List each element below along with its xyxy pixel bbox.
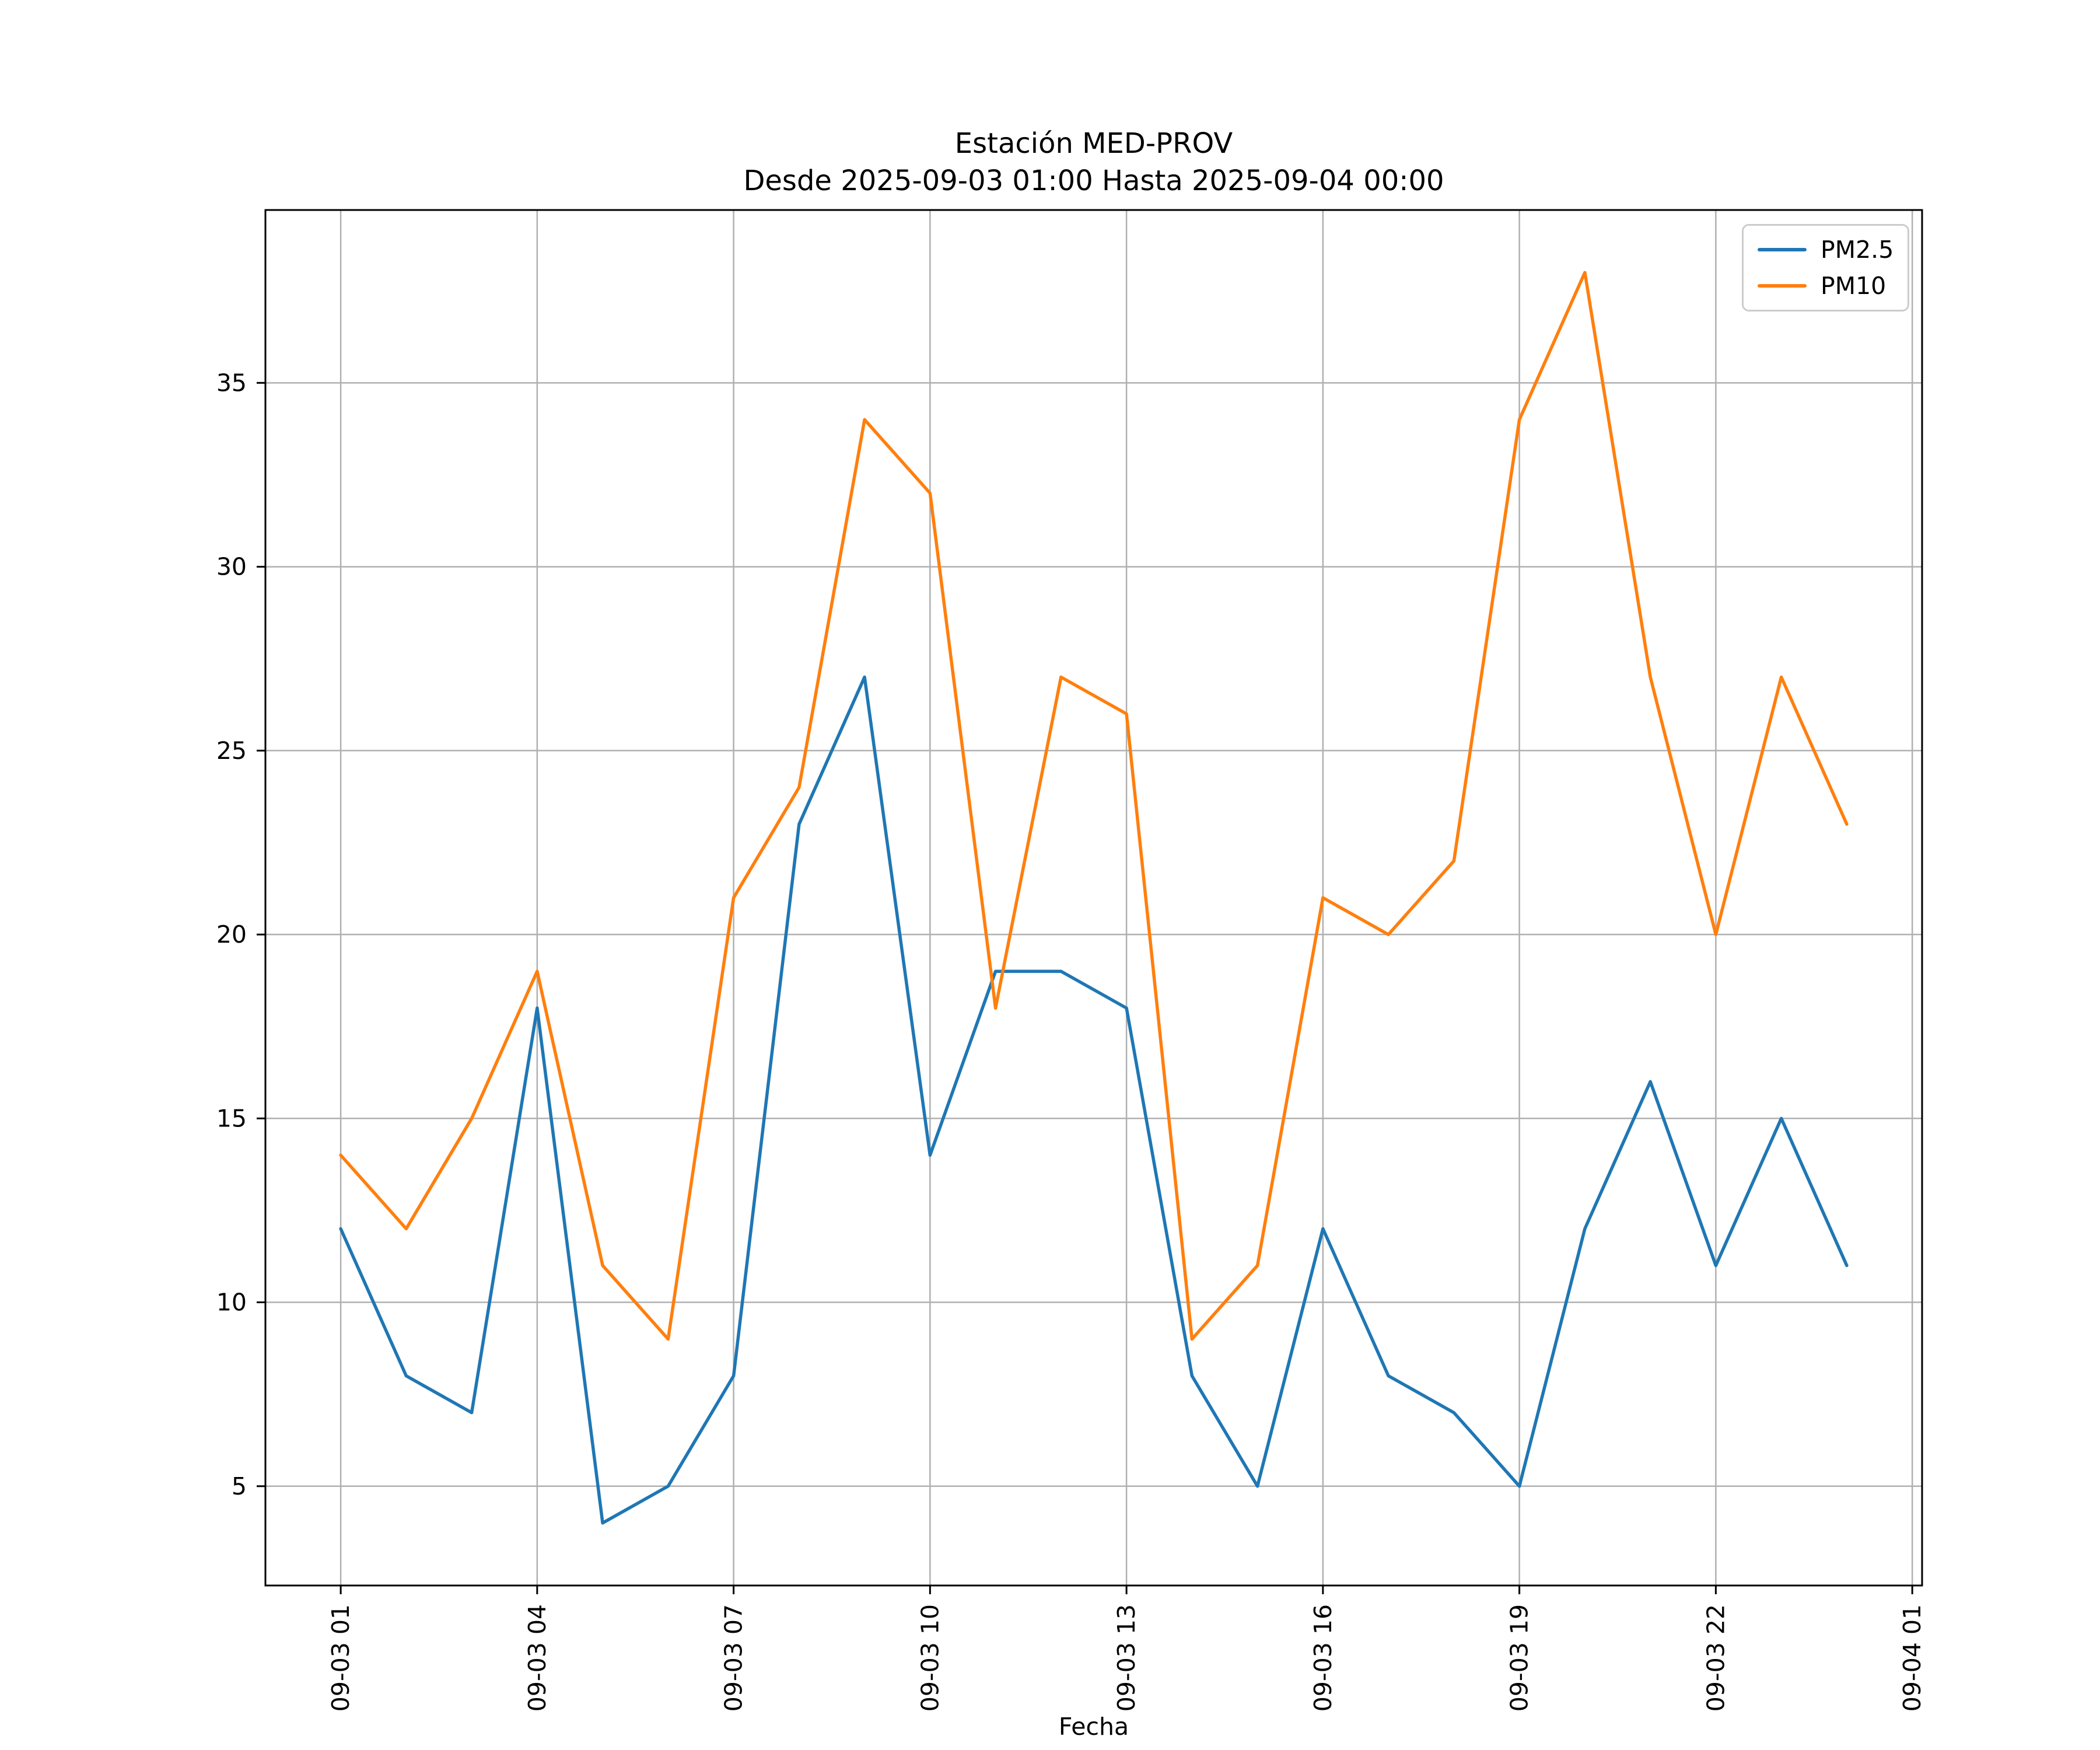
chart-subtitle: Desde 2025-09-03 01:00 Hasta 2025-09-04 … — [743, 164, 1444, 197]
chart-title: Estación MED-PROV — [954, 127, 1233, 160]
x-axis-label: Fecha — [1058, 1713, 1129, 1741]
pm10-line-swatch — [1758, 284, 1807, 288]
legend: PM2.5 PM10 — [1742, 224, 1910, 312]
y-tick-label: 15 — [216, 1104, 247, 1132]
y-tick-label: 35 — [216, 369, 247, 397]
y-tick-label: 5 — [232, 1472, 247, 1500]
x-tick-label: 09-03 22 — [1702, 1604, 1730, 1712]
legend-item-pm25: PM2.5 — [1758, 236, 1894, 263]
series-line-pm25 — [339, 675, 1849, 1525]
x-tick-label: 09-03 19 — [1506, 1604, 1534, 1712]
chart-title-block: Estación MED-PROV Desde 2025-09-03 01:00… — [265, 125, 1922, 200]
y-tick-label: 20 — [216, 921, 247, 949]
x-tick-label: 09-03 16 — [1309, 1604, 1337, 1712]
x-tick-label: 09-03 01 — [327, 1604, 355, 1712]
legend-label-pm10: PM10 — [1821, 272, 1887, 300]
x-tick-label: 09-03 10 — [916, 1604, 944, 1712]
pm25-line-swatch — [1758, 248, 1807, 251]
legend-item-pm10: PM10 — [1758, 272, 1894, 299]
x-tick-label: 09-03 13 — [1112, 1604, 1140, 1712]
x-tick-label: 09-04 01 — [1898, 1604, 1926, 1712]
y-tick-label: 30 — [216, 553, 247, 581]
x-tick-label: 09-03 04 — [523, 1604, 551, 1712]
y-tick-label: 10 — [216, 1289, 247, 1317]
y-tick-label: 25 — [216, 737, 247, 765]
legend-label-pm25: PM2.5 — [1821, 236, 1894, 264]
series-line-pm10 — [339, 271, 1849, 1341]
x-tick-label: 09-03 07 — [720, 1604, 748, 1712]
axes-spines — [264, 209, 1923, 1587]
